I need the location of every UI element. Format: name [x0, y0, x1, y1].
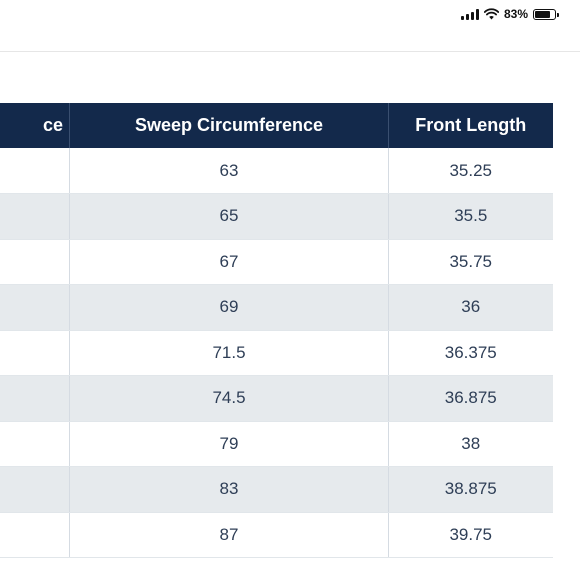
table-row: 74.5 36.875 [0, 375, 553, 422]
front-length-cell: 36.875 [388, 375, 553, 422]
front-length-cell: 35.5 [388, 193, 553, 240]
table-row: 79 38 [0, 421, 553, 467]
column-header-front-length: Front Length [388, 103, 553, 148]
table-cell [0, 512, 70, 558]
sweep-cell: 83 [69, 466, 389, 513]
table-cell [0, 239, 70, 285]
table-cell [0, 421, 70, 467]
front-length-cell: 36.375 [388, 330, 553, 376]
sweep-cell: 67 [69, 239, 389, 285]
signal-icon [460, 8, 479, 20]
table-cell [0, 375, 70, 422]
sweep-cell: 65 [69, 193, 389, 240]
size-chart-table-container[interactable]: ce Sweep Circumference Front Length 63 3… [0, 103, 580, 558]
table-header-row: ce Sweep Circumference Front Length [0, 103, 553, 148]
table-cell [0, 284, 70, 331]
sweep-cell: 79 [69, 421, 389, 467]
sweep-cell: 69 [69, 284, 389, 331]
battery-fill [535, 10, 551, 18]
sweep-cell: 63 [69, 148, 389, 194]
status-icons: 83% [460, 5, 559, 23]
table-cell [0, 148, 70, 194]
front-length-cell: 38.875 [388, 466, 553, 513]
table-cell [0, 466, 70, 513]
table-cell [0, 330, 70, 376]
table-row: 69 36 [0, 284, 553, 331]
front-length-cell: 35.25 [388, 148, 553, 194]
table-row: 87 39.75 [0, 512, 553, 558]
column-header-sweep-circumference: Sweep Circumference [69, 103, 389, 148]
front-length-cell: 39.75 [388, 512, 553, 558]
table-row: 83 38.875 [0, 466, 553, 513]
sweep-cell: 87 [69, 512, 389, 558]
table-row: 63 35.25 [0, 148, 553, 194]
battery-tip [557, 12, 559, 17]
front-length-cell: 36 [388, 284, 553, 331]
table-row: 71.5 36.375 [0, 330, 553, 376]
sweep-cell: 71.5 [69, 330, 389, 376]
column-header: ce [0, 103, 70, 148]
battery-percent: 83% [503, 7, 528, 21]
table-cell [0, 193, 70, 240]
front-length-cell: 35.75 [388, 239, 553, 285]
sweep-cell: 74.5 [69, 375, 389, 422]
table-row: 67 35.75 [0, 239, 553, 285]
wifi-icon [483, 8, 499, 20]
battery-icon [533, 8, 559, 20]
table-row: 65 35.5 [0, 193, 553, 240]
header-divider [0, 51, 580, 52]
front-length-cell: 38 [388, 421, 553, 467]
status-bar: 83% [0, 0, 580, 30]
size-chart-table: ce Sweep Circumference Front Length 63 3… [0, 103, 553, 558]
